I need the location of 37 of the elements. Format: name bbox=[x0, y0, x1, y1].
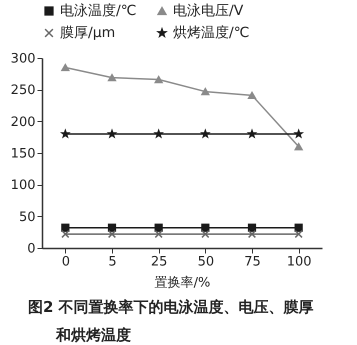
point bbox=[201, 88, 210, 96]
y-tick-label: 250 bbox=[10, 83, 36, 98]
caption: 图2 不同置换率下的电泳温度、电压、膜厚和烘烤温度 bbox=[27, 297, 315, 345]
x-tick-label: 0 bbox=[62, 254, 70, 270]
point bbox=[108, 230, 116, 238]
point bbox=[294, 143, 303, 150]
legend-label: 电泳温度/℃ bbox=[60, 3, 136, 19]
point bbox=[61, 64, 70, 72]
legend-label: 膜厚/μm bbox=[60, 25, 116, 41]
y-tick-label: 0 bbox=[27, 242, 36, 256]
point bbox=[294, 224, 303, 232]
point bbox=[108, 224, 116, 232]
point bbox=[154, 76, 163, 84]
point bbox=[154, 224, 163, 232]
x-tick-label: 5 bbox=[108, 254, 117, 270]
x-tick-label: 75 bbox=[244, 254, 261, 270]
point bbox=[248, 230, 256, 238]
y-tick-label: 50 bbox=[18, 210, 36, 225]
point bbox=[201, 224, 210, 232]
point bbox=[201, 230, 210, 238]
legend-label: 烘烤温度/℃ bbox=[173, 25, 250, 41]
point bbox=[154, 230, 163, 238]
point bbox=[108, 74, 116, 82]
x-tick-label: 25 bbox=[150, 254, 168, 270]
point bbox=[61, 230, 70, 238]
y-tick-label: 100 bbox=[10, 178, 36, 194]
y-tick-label: 200 bbox=[10, 114, 36, 130]
point bbox=[248, 92, 256, 100]
x-axis-title: 置换率/% bbox=[154, 274, 210, 290]
point bbox=[248, 224, 256, 232]
x-tick-label: 100 bbox=[286, 254, 312, 270]
legend-label: 电泳电压/V bbox=[173, 3, 244, 19]
y-tick-label: 300 bbox=[10, 52, 36, 66]
point bbox=[294, 230, 303, 238]
point bbox=[61, 224, 70, 232]
x-tick-label: 50 bbox=[198, 254, 214, 270]
y-tick-label: 150 bbox=[10, 146, 36, 162]
